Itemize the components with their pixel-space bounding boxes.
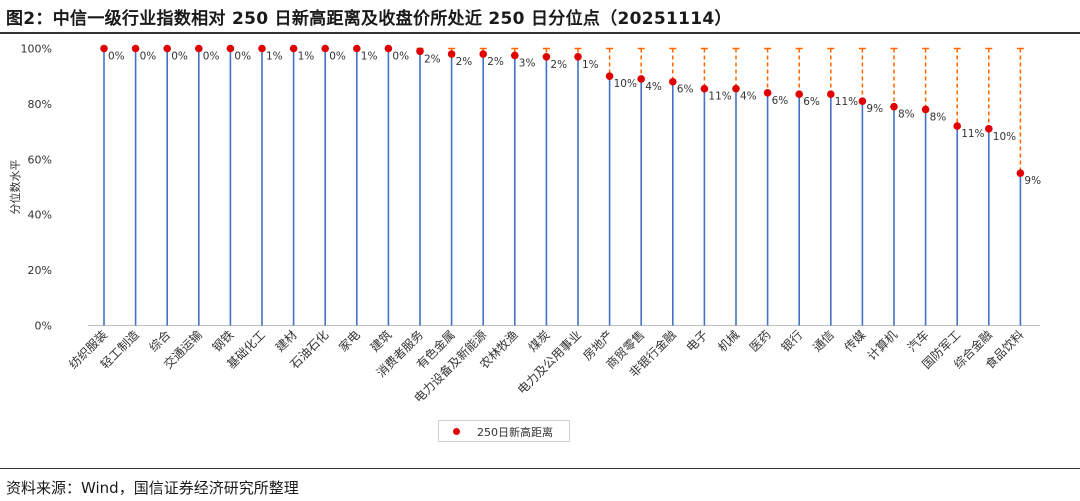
lollipop-chart: 0%20%40%60%80%100%分位数水平0%纺织服装0%轻工制造0%综合0…: [8, 43, 1041, 406]
data-label: 1%: [361, 51, 378, 63]
data-label: 0%: [140, 51, 157, 63]
data-point: [605, 72, 614, 80]
data-point: [890, 102, 898, 111]
y-tick-label: 40%: [28, 209, 52, 222]
data-point: [416, 47, 424, 56]
x-tick-label: 钢铁: [210, 328, 237, 355]
x-tick-label: 建材: [273, 328, 300, 355]
data-label: 6%: [772, 95, 789, 107]
data-point: [827, 90, 835, 99]
data-point: [511, 51, 519, 60]
data-point: [1016, 169, 1025, 177]
data-point: [700, 84, 709, 93]
x-tick-label: 传媒: [841, 327, 869, 355]
data-point: [479, 50, 488, 58]
y-tick-label: 60%: [28, 153, 52, 166]
data-label: 0%: [203, 51, 220, 63]
data-label: 11%: [708, 91, 731, 103]
x-tick-label: 银行: [778, 328, 805, 355]
data-label: 0%: [108, 51, 125, 63]
data-label: 4%: [740, 91, 757, 103]
data-point: [289, 44, 298, 53]
y-tick-label: 20%: [28, 264, 52, 277]
legend-marker-dot: [453, 428, 460, 435]
data-point: [985, 125, 993, 133]
x-tick-label: 家电: [335, 327, 363, 355]
data-label: 0%: [392, 51, 409, 63]
y-tick-label: 0%: [35, 320, 52, 333]
data-label: 0%: [171, 51, 188, 63]
data-label: 1%: [266, 51, 283, 63]
x-tick-label: 机械: [715, 327, 743, 355]
bottom-rule: [0, 468, 1080, 469]
data-label: 10%: [614, 78, 637, 90]
data-label: 2%: [550, 59, 567, 71]
data-label: 6%: [677, 84, 694, 96]
data-label: 11%: [835, 96, 858, 108]
data-point: [953, 122, 961, 130]
source-note: 资料来源：Wind，国信证券经济研究所整理: [6, 479, 299, 497]
chart-title: 图2：中信一级行业指数相对 250 日新高距离及收盘价所处近 250 日分位点（…: [6, 9, 732, 29]
x-tick-label: 汽车: [904, 327, 932, 355]
data-point: [637, 75, 645, 83]
legend-label: 250日新高距离: [477, 426, 553, 439]
data-point: [163, 44, 171, 53]
data-point: [131, 44, 140, 53]
data-point: [321, 44, 330, 53]
data-label: 1%: [582, 59, 599, 71]
data-label: 1%: [298, 51, 315, 63]
x-tick-label: 建筑: [367, 327, 395, 355]
x-tick-label: 综合: [146, 327, 174, 355]
x-tick-label: 医药: [747, 328, 774, 355]
data-point: [100, 44, 108, 53]
data-point: [226, 44, 235, 53]
x-tick-label: 通信: [810, 328, 837, 355]
data-point: [669, 77, 677, 86]
data-label: 9%: [866, 103, 883, 115]
chart-legend: 250日新高距离: [438, 420, 570, 442]
x-tick-label: 计算机: [864, 327, 900, 363]
data-point: [542, 53, 551, 61]
data-label: 3%: [519, 57, 536, 69]
data-point: [447, 50, 456, 58]
data-point: [353, 44, 361, 53]
data-point: [732, 84, 740, 93]
y-tick-label: 80%: [28, 98, 52, 111]
data-label: 8%: [930, 111, 947, 123]
data-label: 2%: [487, 56, 504, 68]
data-point: [763, 89, 772, 97]
data-label: 2%: [456, 56, 473, 68]
data-label: 4%: [645, 81, 662, 93]
data-point: [384, 44, 393, 53]
data-point: [195, 44, 203, 53]
data-label: 10%: [993, 131, 1016, 143]
data-label: 8%: [898, 109, 915, 121]
top-rule: [0, 32, 1080, 34]
x-tick-label: 煤炭: [526, 328, 553, 355]
data-label: 11%: [961, 128, 984, 140]
data-point: [921, 105, 930, 114]
y-tick-label: 100%: [21, 43, 52, 56]
data-label: 9%: [1024, 175, 1041, 187]
data-label: 2%: [424, 53, 441, 65]
y-axis-title: 分位数水平: [8, 160, 22, 215]
data-point: [858, 97, 867, 105]
data-point: [795, 90, 803, 99]
data-label: 6%: [803, 96, 820, 108]
data-point: [574, 53, 582, 61]
x-tick-label: 电子: [684, 328, 711, 355]
data-label: 0%: [329, 51, 346, 63]
data-label: 0%: [234, 51, 251, 63]
data-point: [258, 44, 266, 53]
